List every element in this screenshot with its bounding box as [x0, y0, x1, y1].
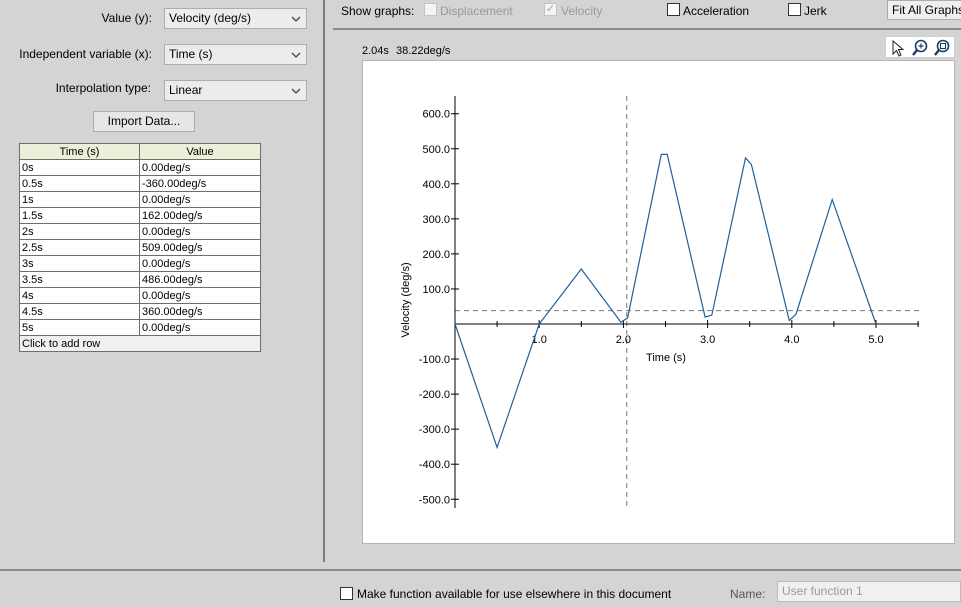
footer-divider — [0, 569, 961, 571]
indep-label: Independent variable (x): — [19, 47, 152, 61]
column-header-time[interactable]: Time (s) — [19, 143, 140, 160]
y-tick-label: -400.0 — [419, 459, 450, 471]
value-cell[interactable]: 0.00deg/s — [139, 191, 261, 208]
x-tick-label: 3.0 — [700, 334, 715, 346]
time-cell[interactable]: 5s — [19, 319, 140, 336]
table-row[interactable]: 5s 0.00deg/s — [19, 319, 261, 336]
table-row[interactable]: 2.5s 509.00deg/s — [19, 239, 261, 256]
time-cell[interactable]: 1.5s — [19, 207, 140, 224]
y-tick-label: -500.0 — [419, 494, 450, 506]
y-tick-label: 600.0 — [422, 109, 450, 121]
jerk-label: Jerk — [804, 4, 827, 18]
zoom-fit-icon[interactable] — [933, 39, 951, 57]
time-cell[interactable]: 4.5s — [19, 303, 140, 320]
name-label: Name: — [730, 587, 766, 601]
chevron-down-icon — [291, 52, 301, 58]
value-cell[interactable]: 0.00deg/s — [139, 159, 261, 176]
y-tick-label: -200.0 — [419, 389, 450, 401]
y-tick-label: 300.0 — [422, 214, 450, 226]
chart-panel[interactable]: 1.0 2.0 3.0 4.0 5.0 600.0 500.0 400.0 300.0 200.0… — [362, 60, 955, 544]
table-row[interactable]: 3s 0.00deg/s — [19, 255, 261, 272]
value-cell[interactable]: -360.00deg/s — [139, 175, 261, 192]
time-cell[interactable]: 0.5s — [19, 175, 140, 192]
value-select[interactable]: Velocity (deg/s) — [164, 8, 307, 29]
indep-select-text: Time (s) — [169, 47, 213, 61]
jerk-checkbox[interactable] — [788, 3, 801, 16]
make-available-checkbox[interactable] — [340, 587, 353, 600]
value-cell[interactable]: 486.00deg/s — [139, 271, 261, 288]
chevron-down-icon — [291, 88, 301, 94]
x-tick-label: 4.0 — [784, 334, 799, 346]
readout-x: 2.04s — [362, 45, 389, 57]
value-cell[interactable]: 0.00deg/s — [139, 319, 261, 336]
time-cell[interactable]: 2s — [19, 223, 140, 240]
displacement-checkbox[interactable] — [424, 3, 437, 16]
value-cell[interactable]: 509.00deg/s — [139, 239, 261, 256]
y-axis-label: Velocity (deg/s) — [400, 262, 412, 337]
value-cell[interactable]: 360.00deg/s — [139, 303, 261, 320]
data-table: Time (s) Value 0s 0.00deg/s 0.5s -360.00de… — [19, 143, 261, 352]
import-data-button[interactable]: Import Data... — [93, 111, 195, 132]
value-cell[interactable]: 0.00deg/s — [139, 287, 261, 304]
x-tick-label: 5.0 — [868, 334, 883, 346]
table-header-row: Time (s) Value — [19, 143, 261, 160]
velocity-label: Velocity — [561, 4, 603, 18]
y-tick-label: 100.0 — [422, 284, 450, 296]
y-tick-label: -300.0 — [419, 424, 450, 436]
time-cell[interactable]: 1s — [19, 191, 140, 208]
table-row[interactable]: 0s 0.00deg/s — [19, 159, 261, 176]
y-tick-label: -100.0 — [419, 354, 450, 366]
chevron-down-icon — [291, 16, 301, 22]
acceleration-checkbox[interactable] — [667, 3, 680, 16]
y-tick-label: 500.0 — [422, 144, 450, 156]
table-row[interactable]: 4.5s 360.00deg/s — [19, 303, 261, 320]
fit-all-graphs-button[interactable]: Fit All Graphs — [887, 0, 961, 20]
table-row[interactable]: 2s 0.00deg/s — [19, 223, 261, 240]
chart-toolbar — [885, 36, 955, 58]
make-available-label: Make function available for use elsewher… — [357, 587, 672, 601]
time-cell[interactable]: 4s — [19, 287, 140, 304]
value-label: Value (y): — [101, 11, 152, 25]
table-row[interactable]: 1s 0.00deg/s — [19, 191, 261, 208]
time-cell[interactable]: 3.5s — [19, 271, 140, 288]
time-cell[interactable]: 2.5s — [19, 239, 140, 256]
function-name-input[interactable]: User function 1 — [777, 581, 961, 602]
table-row[interactable]: 0.5s -360.00deg/s — [19, 175, 261, 192]
column-header-value[interactable]: Value — [139, 143, 261, 160]
cursor-icon[interactable] — [889, 39, 907, 57]
displacement-label: Displacement — [440, 4, 513, 18]
readout-y: 38.22deg/s — [395, 45, 451, 57]
velocity-chart[interactable]: 1.0 2.0 3.0 4.0 5.0600.0500.0400.0300.0200.0… — [363, 61, 956, 545]
value-select-text: Velocity (deg/s) — [169, 11, 252, 25]
add-row[interactable]: Click to add row — [19, 335, 261, 352]
y-tick-label: 400.0 — [422, 179, 450, 191]
interp-select-text: Linear — [169, 83, 203, 97]
interp-select[interactable]: Linear — [164, 80, 307, 101]
time-cell[interactable]: 0s — [19, 159, 140, 176]
toolbar-divider — [333, 28, 961, 30]
acceleration-label: Acceleration — [683, 4, 750, 18]
x-tick-label: 2.0 — [616, 334, 631, 346]
value-cell[interactable]: 0.00deg/s — [139, 255, 261, 272]
velocity-checkbox[interactable]: ✓ — [544, 3, 557, 16]
cursor-readout: 2.04s 38.22deg/s — [362, 45, 450, 57]
value-cell[interactable]: 162.00deg/s — [139, 207, 261, 224]
velocity-series-line — [454, 153, 877, 450]
x-axis-label: Time (s) — [646, 352, 686, 364]
y-tick-label: 200.0 — [422, 249, 450, 261]
click-to-add-row[interactable]: Click to add row — [19, 335, 261, 352]
table-row[interactable]: 4s 0.00deg/s — [19, 287, 261, 304]
panel-divider[interactable] — [323, 0, 325, 562]
value-cell[interactable]: 0.00deg/s — [139, 223, 261, 240]
table-row[interactable]: 3.5s 486.00deg/s — [19, 271, 261, 288]
interp-label: Interpolation type: — [55, 81, 151, 95]
show-graphs-label: Show graphs: — [341, 4, 415, 18]
indep-select[interactable]: Time (s) — [164, 44, 307, 65]
zoom-icon[interactable] — [911, 39, 929, 57]
time-cell[interactable]: 3s — [19, 255, 140, 272]
table-row[interactable]: 1.5s 162.00deg/s — [19, 207, 261, 224]
